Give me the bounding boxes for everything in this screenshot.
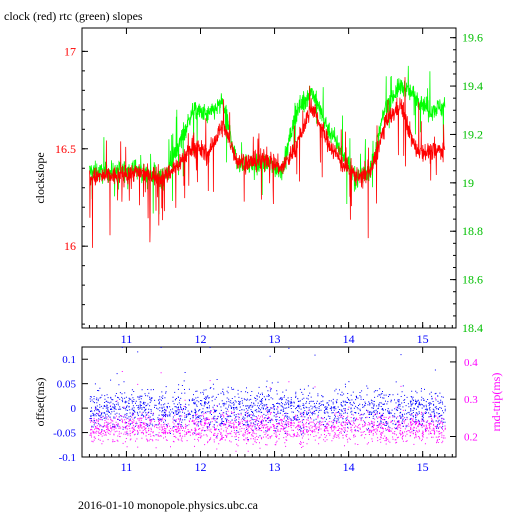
bottom-plot-area bbox=[89, 347, 446, 452]
bottom-y2-tick-label: 0.3 bbox=[464, 394, 478, 406]
top-y2-tick-label: 18.8 bbox=[462, 224, 483, 238]
bottom-y-tick-label: -0.05 bbox=[53, 428, 76, 440]
bottom-x-tick-label: 14 bbox=[343, 460, 355, 474]
chart-title: clock (red) rtc (green) slopes bbox=[4, 9, 143, 23]
bottom-plot-frame bbox=[81, 346, 457, 458]
top-x-tick-label: 14 bbox=[343, 332, 355, 346]
top-y-axis-label: clockslope bbox=[33, 152, 47, 203]
top-y2-tick-label: 18.6 bbox=[462, 273, 483, 287]
offset-scatter-points bbox=[89, 347, 446, 440]
bottom-y-tick-label: 0.05 bbox=[57, 379, 77, 391]
top-axes: 11 12 13 14 15 16 16.5 17 18.4 18.6 18.8 19 19.2 19.4… bbox=[55, 28, 483, 346]
top-y2-tick-label: 19.6 bbox=[462, 31, 483, 45]
roundtrip-scatter-points bbox=[89, 371, 446, 452]
bottom-y-tick-label: 0 bbox=[71, 403, 77, 415]
top-plot-area bbox=[89, 65, 446, 248]
bottom-y2-tick-label: 0.2 bbox=[464, 431, 478, 443]
footer-text: 2016-01-10 monopole.physics.ubc.ca bbox=[78, 498, 259, 512]
top-x-tick-label: 11 bbox=[121, 332, 133, 346]
bottom-x-tick-label: 15 bbox=[417, 460, 429, 474]
top-y2-tick-label: 19.4 bbox=[462, 79, 483, 93]
top-y2-tick-label: 19.2 bbox=[462, 127, 483, 141]
rtc-series-line bbox=[89, 65, 446, 215]
bottom-x-tick-label: 11 bbox=[121, 460, 133, 474]
bottom-axes: 11 12 13 14 15 -0.1 -0.05 0 0.05 0.1 0.2 0.3 0.4 bbox=[53, 347, 478, 474]
top-y2-tick-label: 18.4 bbox=[462, 321, 483, 335]
top-y-tick-label: 16 bbox=[64, 239, 76, 253]
top-y-tick-label: 17 bbox=[64, 44, 76, 58]
bottom-y2-tick-label: 0.4 bbox=[464, 357, 478, 369]
top-plot-frame bbox=[81, 27, 457, 329]
bottom-x-tick-label: 13 bbox=[269, 460, 281, 474]
bottom-y-tick-label: -0.1 bbox=[59, 452, 76, 464]
top-x-tick-label: 15 bbox=[417, 332, 429, 346]
bottom-y-axis-label: offset(ms) bbox=[33, 377, 47, 426]
top-x-tick-label: 13 bbox=[269, 332, 281, 346]
top-y-tick-label: 16.5 bbox=[55, 142, 76, 156]
top-y2-tick-label: 19 bbox=[462, 176, 474, 190]
bottom-y2-axis-label: rnd-trip(ms) bbox=[489, 373, 503, 432]
bottom-x-tick-label: 12 bbox=[194, 460, 206, 474]
top-x-tick-label: 12 bbox=[194, 332, 206, 346]
clock-series-line bbox=[89, 77, 446, 248]
bottom-y-tick-label: 0.1 bbox=[62, 354, 76, 366]
